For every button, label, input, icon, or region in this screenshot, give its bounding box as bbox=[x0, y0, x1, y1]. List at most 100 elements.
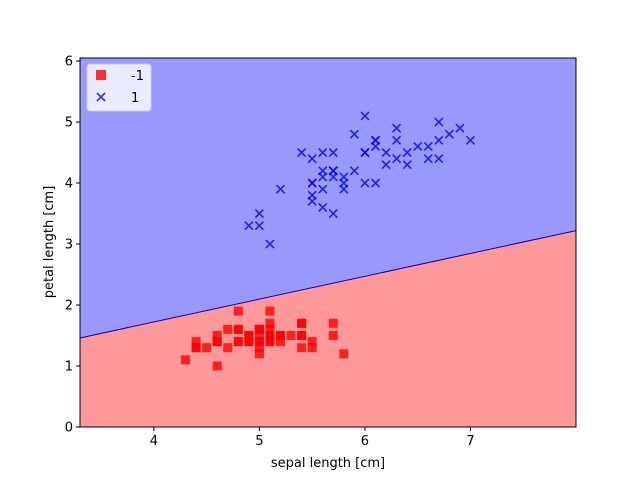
y-axis-label: petal length [cm] bbox=[42, 186, 57, 299]
scatter-point-neg1 bbox=[233, 324, 243, 334]
y-tick-label: 3 bbox=[65, 238, 73, 253]
scatter-point-neg1 bbox=[265, 331, 275, 341]
scatter-point-1 bbox=[434, 117, 444, 127]
scatter-point-neg1 bbox=[191, 337, 201, 347]
scatter-point-1 bbox=[381, 160, 391, 170]
scatter-point-1 bbox=[339, 178, 349, 188]
scatter-point-1 bbox=[465, 135, 476, 145]
scatter-point-1 bbox=[392, 135, 402, 145]
scatter-point-1 bbox=[381, 147, 391, 158]
scatter-point-neg1 bbox=[181, 355, 191, 365]
scatter-point-1 bbox=[455, 123, 465, 133]
x-tick-label: 6 bbox=[361, 434, 369, 449]
scatter-point-1 bbox=[307, 178, 317, 188]
y-axis-ticks: 0 1 2 3 4 5 6 bbox=[65, 55, 80, 436]
scatter-point-neg1 bbox=[328, 318, 338, 328]
scatter-point-neg1 bbox=[276, 331, 286, 341]
scatter-point-neg1 bbox=[212, 337, 222, 347]
decision-boundary-line bbox=[80, 230, 576, 339]
scatter-point-neg1 bbox=[254, 324, 264, 334]
x-tick-label: 5 bbox=[255, 434, 263, 449]
scatter-point-1 bbox=[318, 184, 328, 194]
scatter-point-1 bbox=[349, 166, 359, 176]
scatter-point-1 bbox=[328, 172, 338, 182]
scatter-point-neg1 bbox=[265, 306, 275, 316]
scatter-point-1 bbox=[402, 147, 412, 158]
scatter-point-neg1 bbox=[254, 331, 264, 341]
scatter-point-neg1 bbox=[254, 343, 264, 353]
scatter-point-1 bbox=[307, 154, 317, 164]
y-tick-label: 6 bbox=[65, 55, 73, 70]
scatter-point-1 bbox=[413, 141, 423, 152]
scatter-point-neg1 bbox=[307, 337, 317, 347]
scatter-point-neg1 bbox=[307, 343, 317, 353]
legend-square-marker bbox=[96, 70, 106, 80]
scatter-point-neg1 bbox=[254, 349, 264, 359]
y-tick-label: 2 bbox=[65, 299, 73, 314]
scatter-point-1 bbox=[318, 202, 328, 212]
region-class-neg1 bbox=[80, 230, 576, 427]
y-tick-label: 1 bbox=[65, 360, 73, 375]
legend-x-glyph bbox=[96, 92, 106, 102]
scatter-point-1 bbox=[349, 129, 359, 139]
plot-frame bbox=[79, 57, 577, 428]
scatter-point-neg1 bbox=[265, 324, 275, 334]
x-axis-label: sepal length [cm] bbox=[271, 456, 385, 471]
scatter-point-neg1 bbox=[339, 349, 349, 359]
scatter-point-neg1 bbox=[233, 306, 243, 316]
data-points bbox=[181, 111, 476, 371]
scatter-point-1 bbox=[370, 178, 381, 188]
scatter-point-neg1 bbox=[297, 318, 307, 328]
scatter-point-neg1 bbox=[212, 361, 222, 371]
scatter-point-neg1 bbox=[233, 337, 243, 347]
scatter-point-neg1 bbox=[202, 343, 212, 353]
legend: -1 1 bbox=[86, 63, 152, 112]
scatter-point-1 bbox=[328, 147, 338, 158]
scatter-point-neg1 bbox=[286, 331, 296, 341]
scatter-point-1 bbox=[360, 147, 370, 158]
scatter-point-1 bbox=[275, 184, 286, 194]
x-axis-ticks: 4 5 6 7 bbox=[150, 427, 475, 449]
scatter-point-1 bbox=[423, 154, 433, 164]
x-tick-label: 4 bbox=[150, 434, 158, 449]
scatter-point-neg1 bbox=[297, 331, 307, 341]
scatter-point-1 bbox=[392, 154, 402, 164]
decision-regions bbox=[80, 58, 576, 427]
legend-label-1: 1 bbox=[131, 91, 139, 106]
scatter-point-neg1 bbox=[254, 337, 264, 347]
legend-label-neg1: -1 bbox=[131, 69, 144, 84]
y-tick-label: 0 bbox=[65, 421, 73, 436]
scatter-point-1 bbox=[318, 147, 328, 158]
scatter-point-neg1 bbox=[212, 331, 222, 341]
scatter-point-neg1 bbox=[276, 337, 286, 347]
scatter-point-1 bbox=[402, 160, 412, 170]
scatter-point-1 bbox=[434, 154, 444, 164]
scatter-point-1 bbox=[254, 208, 264, 219]
scatter-point-1 bbox=[370, 141, 381, 152]
scatter-point-neg1 bbox=[223, 343, 233, 353]
scatter-point-neg1 bbox=[297, 343, 307, 353]
legend-x-marker bbox=[96, 92, 106, 102]
x-tick-label: 7 bbox=[466, 434, 474, 449]
y-tick-label: 4 bbox=[65, 177, 73, 192]
scatter-point-1 bbox=[254, 221, 264, 231]
scatter-point-1 bbox=[444, 129, 454, 139]
scatter-point-1 bbox=[423, 141, 433, 152]
scatter-point-1 bbox=[318, 166, 328, 176]
scatter-point-neg1 bbox=[223, 324, 233, 334]
scatter-point-neg1 bbox=[191, 343, 201, 353]
scatter-point-neg1 bbox=[328, 331, 338, 341]
y-tick-label: 5 bbox=[65, 116, 73, 131]
region-class-1 bbox=[80, 58, 576, 338]
scatter-point-neg1 bbox=[265, 318, 275, 328]
scatter-point-1 bbox=[307, 196, 317, 206]
scatter-point-1 bbox=[244, 221, 254, 231]
scatter-point-1 bbox=[297, 147, 307, 158]
scatter-point-neg1 bbox=[244, 331, 254, 341]
scatter-point-1 bbox=[360, 111, 370, 121]
scatter-point-neg1 bbox=[244, 337, 254, 347]
scatter-point-1 bbox=[360, 178, 370, 188]
scatter-point-1 bbox=[265, 239, 275, 249]
scatter-point-1 bbox=[392, 123, 402, 133]
